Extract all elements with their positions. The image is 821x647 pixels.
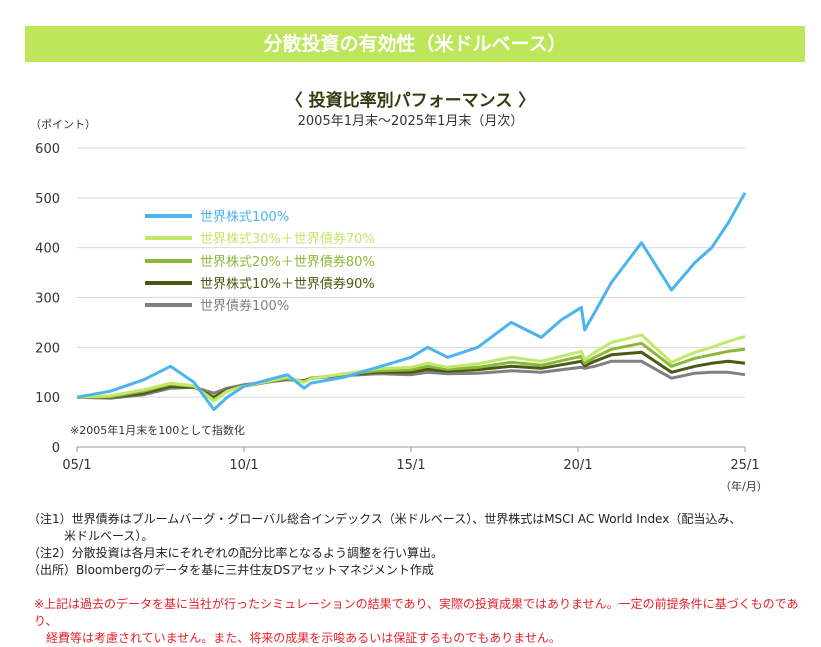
y-tick-label: 300 <box>35 292 60 307</box>
note: （出所）Bloombergのデータを基に三井住友DSアセットマネジメント作成 <box>28 563 434 577</box>
legend-label: 世界株式10%＋世界債券90% <box>200 276 375 292</box>
note: （注1）世界債券はブルームバーグ・グローバル総合インデックス（米ドルベース）、世… <box>28 512 742 526</box>
series-line <box>77 350 746 399</box>
y-tick-label: 200 <box>35 341 60 356</box>
y-tick-label: 0 <box>52 441 60 456</box>
y-tick-label: 100 <box>35 391 60 406</box>
note: （注2）分散投資は各月末にそれぞれの配分比率となるよう調整を行い算出。 <box>28 546 444 560</box>
disclaimer-line: ※上記は過去のデータを基に当社が行ったシミュレーションの結果であり、実際の投資成… <box>34 597 799 628</box>
x-tick-label: 15/1 <box>396 458 425 473</box>
chart-subtitle: 2005年1月末～2025年1月末（月次） <box>297 114 524 129</box>
x-tick-label: 25/1 <box>730 458 759 473</box>
legend-label: 世界株式100% <box>200 210 289 225</box>
footnotes: （注1）世界債券はブルームバーグ・グローバル総合インデックス（米ドルベース）、世… <box>28 511 741 579</box>
y-tick-label: 500 <box>35 192 60 207</box>
legend-label: 世界株式20%＋世界債券80% <box>200 254 375 270</box>
y-axis-label: （ポイント） <box>30 118 96 131</box>
legend-label: 世界株式30%＋世界債券70% <box>200 231 375 247</box>
performance-chart: 0 100 200 300 400 500 600 05/1 10/1 15/1 20/1 25/1 （… <box>30 118 768 493</box>
disclaimer-line: 経費等は考慮されていません。また、将来の成果を示唆あるいは保証するものでもありま… <box>34 631 561 645</box>
x-tick-label: 10/1 <box>229 458 258 473</box>
series-line <box>76 333 746 403</box>
x-tick-label: 20/1 <box>563 458 592 473</box>
chart-title: 〈 投資比率別パフォーマンス 〉 <box>285 91 536 111</box>
disclaimer: ※上記は過去のデータを基に当社が行ったシミュレーションの結果であり、実際の投資成… <box>34 596 821 647</box>
page-title: 分散投資の有効性（米ドルベース） <box>25 26 805 62</box>
series-line <box>76 359 746 400</box>
x-tick-label: 05/1 <box>62 458 91 473</box>
chart-annotation: ※2005年1月末を100として指数化 <box>70 423 245 437</box>
series-line <box>76 192 747 412</box>
y-tick-label: 400 <box>35 242 60 257</box>
note: 米ドルベース）。 <box>28 529 154 543</box>
y-tick-label: 600 <box>35 142 60 157</box>
legend-label: 世界債券100% <box>200 298 289 314</box>
x-axis-label: （年/月） <box>720 479 768 493</box>
